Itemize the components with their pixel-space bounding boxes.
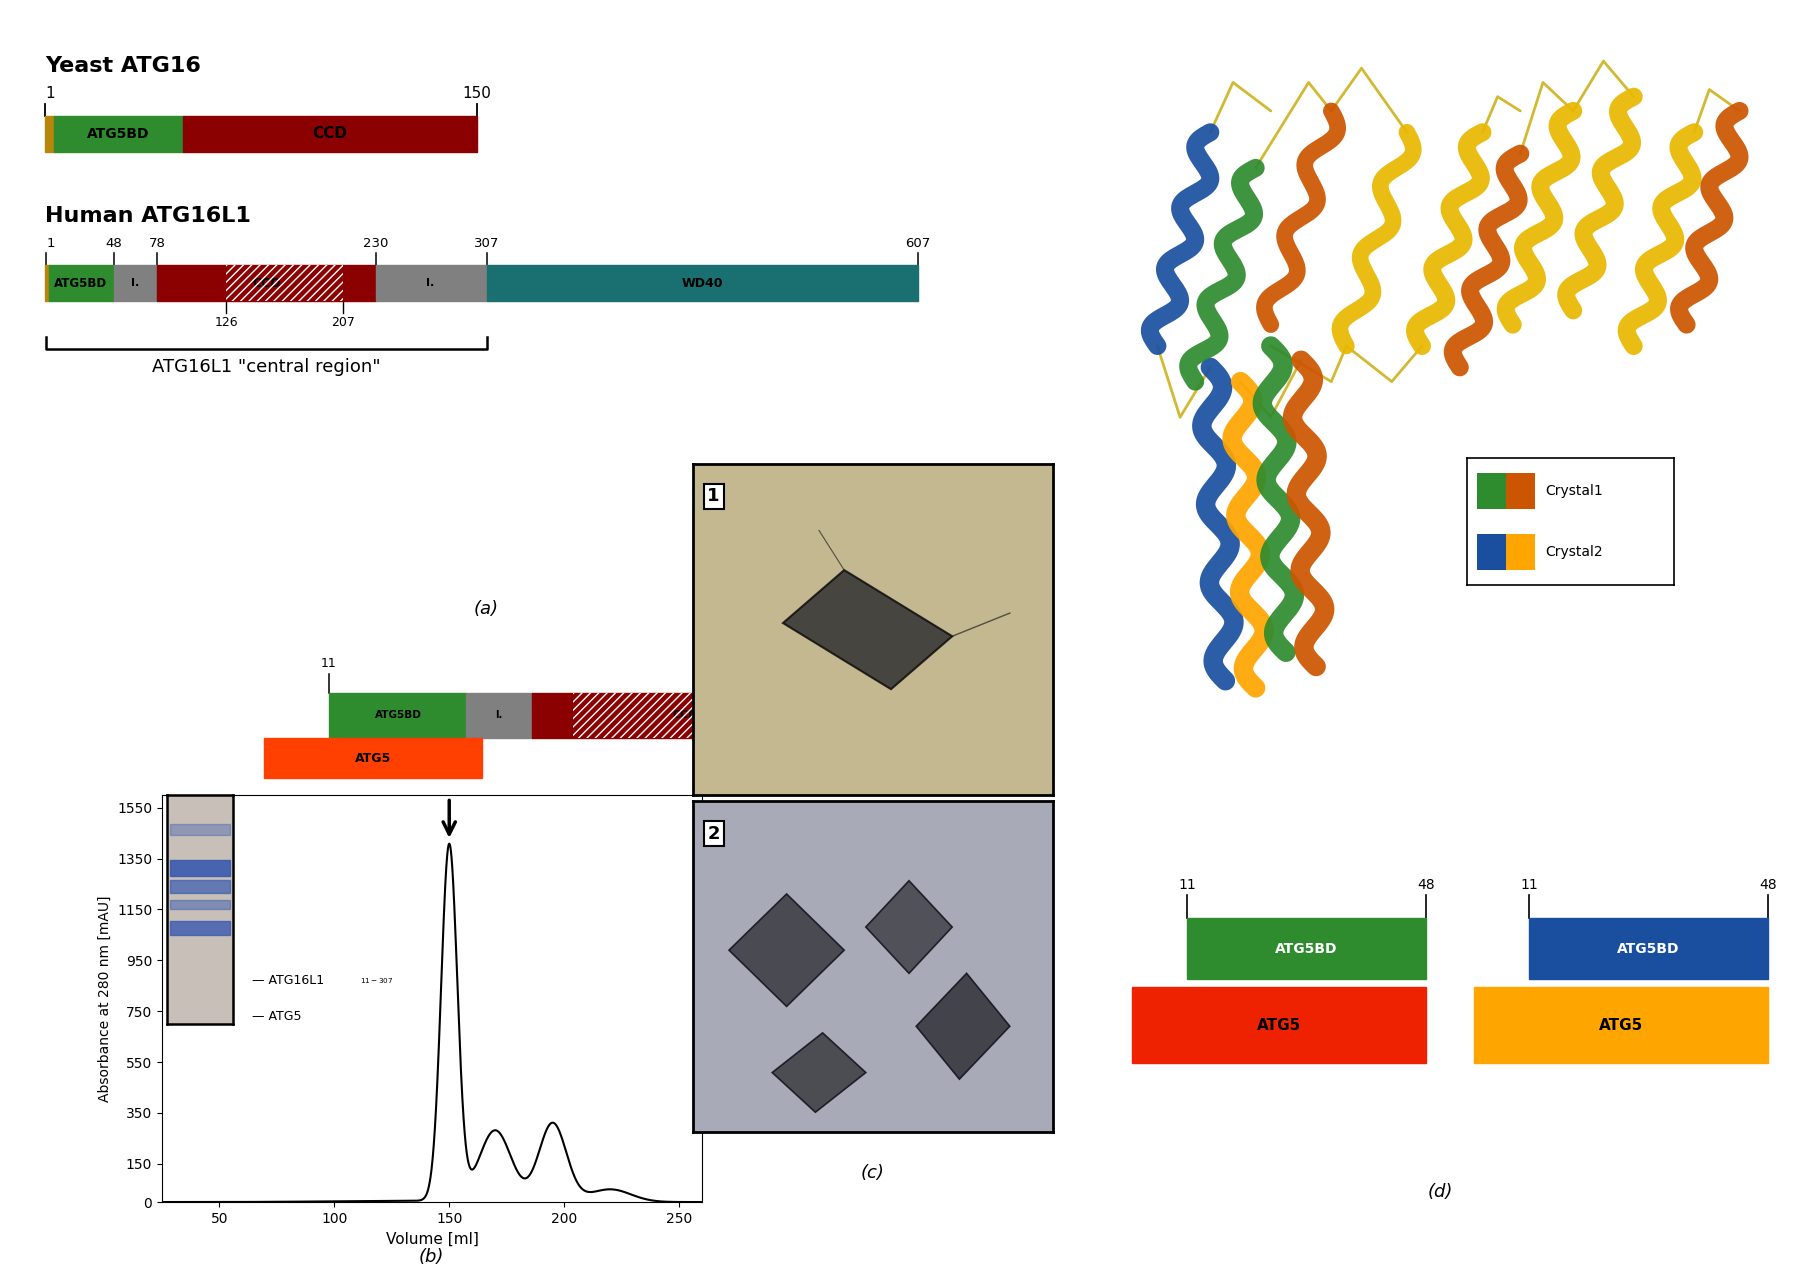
Text: ATG5BD: ATG5BD (374, 711, 421, 720)
Text: Human ATG16L1: Human ATG16L1 (45, 206, 250, 225)
Text: ATG5: ATG5 (1256, 1018, 1301, 1033)
Text: 48: 48 (1760, 878, 1777, 892)
Bar (1186, 918, 1426, 979)
Text: 230: 230 (364, 238, 389, 251)
Bar (486, 266, 918, 301)
Text: — ATG5: — ATG5 (252, 1010, 301, 1023)
Text: 1: 1 (45, 86, 54, 100)
Text: Yeast ATG16: Yeast ATG16 (45, 56, 202, 76)
Text: ATG5BD: ATG5BD (54, 277, 108, 290)
Text: Crystal2: Crystal2 (1546, 544, 1604, 560)
Bar (839, 693, 936, 738)
Bar (54, 116, 184, 151)
Bar (49, 266, 113, 301)
Bar (1132, 987, 1426, 1063)
Text: ATG5BD: ATG5BD (1618, 941, 1679, 957)
Text: ATG5: ATG5 (355, 752, 391, 764)
Text: (d): (d) (1427, 1183, 1453, 1201)
Text: 1: 1 (707, 487, 720, 505)
Text: I.: I. (495, 711, 502, 720)
Bar (531, 693, 839, 738)
Bar (376, 266, 486, 301)
Text: 207: 207 (331, 317, 355, 329)
Text: 150: 150 (463, 86, 491, 100)
Bar (1528, 918, 1768, 979)
Text: 11: 11 (1519, 878, 1537, 892)
Bar (227, 266, 342, 301)
Text: 78: 78 (149, 238, 166, 251)
Text: 11: 11 (1177, 878, 1195, 892)
Text: 607: 607 (905, 238, 931, 251)
Text: (a): (a) (473, 600, 499, 618)
Text: ATG5BD: ATG5BD (1276, 941, 1337, 957)
Bar (328, 693, 466, 738)
Text: Crystal1: Crystal1 (1546, 483, 1604, 499)
Bar (1478, 473, 1507, 509)
Text: — ATG16L1: — ATG16L1 (252, 974, 324, 987)
Bar (572, 693, 758, 738)
Text: ATG16L1 "central region": ATG16L1 "central region" (153, 357, 382, 377)
Text: WD40: WD40 (682, 277, 724, 290)
Text: 48: 48 (106, 238, 122, 251)
Text: CCD: CCD (252, 277, 281, 290)
Bar (1507, 473, 1535, 509)
Text: CCD: CCD (673, 711, 698, 720)
Text: $_{11-307}$: $_{11-307}$ (360, 976, 392, 986)
X-axis label: Volume [ml]: Volume [ml] (385, 1231, 479, 1247)
Text: I.: I. (884, 711, 891, 720)
Bar (1474, 987, 1768, 1063)
Bar (113, 266, 157, 301)
Bar (1507, 534, 1535, 570)
Text: ATG5: ATG5 (1598, 1018, 1643, 1033)
Text: 11: 11 (320, 658, 337, 670)
Polygon shape (916, 973, 1010, 1079)
Text: 1: 1 (47, 238, 56, 251)
Bar (1478, 534, 1507, 570)
Text: I.: I. (131, 279, 140, 289)
Polygon shape (772, 1033, 866, 1112)
Bar (263, 738, 482, 778)
Polygon shape (783, 570, 952, 689)
Text: (c): (c) (860, 1164, 886, 1182)
Text: 2: 2 (707, 824, 720, 842)
Text: CCD: CCD (313, 126, 347, 141)
Text: I.: I. (427, 279, 434, 289)
Polygon shape (729, 894, 844, 1006)
Bar (157, 266, 376, 301)
Polygon shape (866, 880, 952, 973)
Text: 48: 48 (1418, 878, 1435, 892)
Bar (466, 693, 531, 738)
Bar (184, 116, 477, 151)
Bar (45, 116, 54, 151)
Text: 307: 307 (923, 658, 949, 670)
Y-axis label: Absorbance at 280 nm [mAU]: Absorbance at 280 nm [mAU] (97, 895, 112, 1102)
Text: 126: 126 (214, 317, 238, 329)
Bar (45, 266, 49, 301)
Text: ATG5BD: ATG5BD (86, 127, 149, 141)
Text: 307: 307 (473, 238, 499, 251)
Text: (b): (b) (418, 1248, 443, 1266)
